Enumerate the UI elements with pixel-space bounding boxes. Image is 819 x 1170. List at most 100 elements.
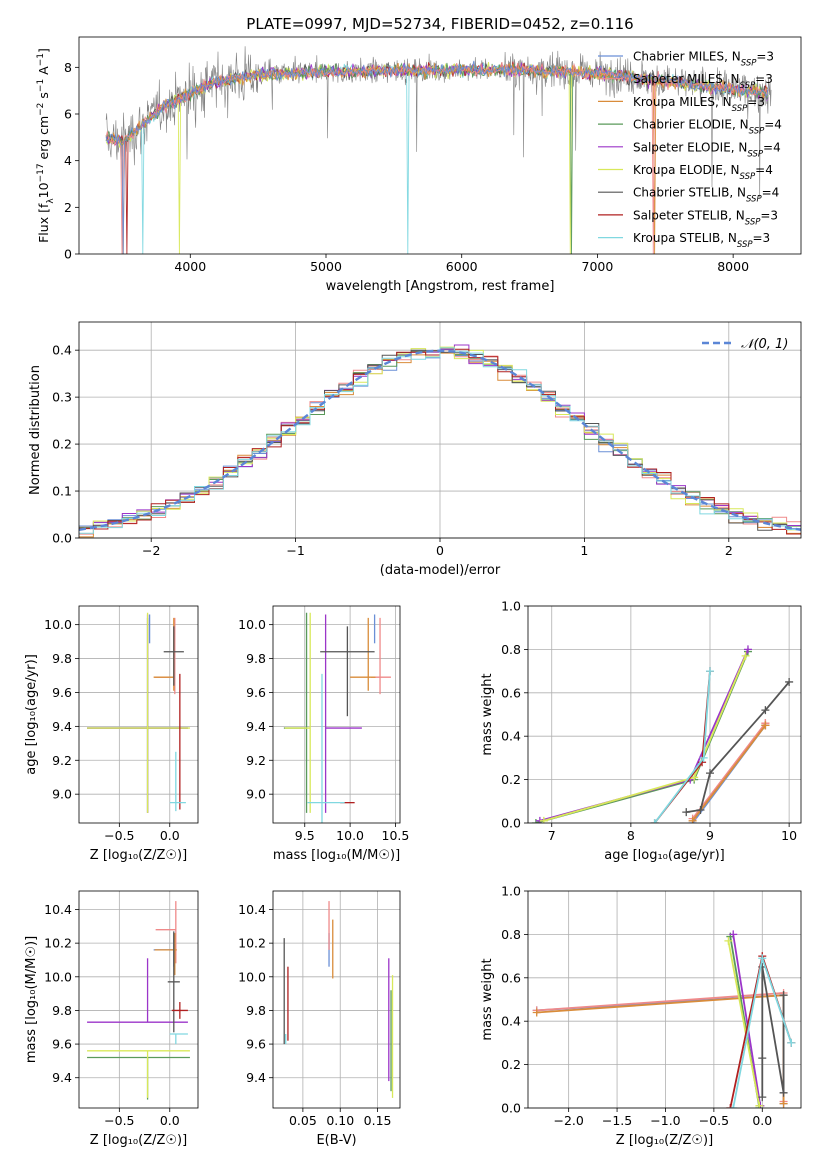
y-tick-label: 0.2 [52, 437, 72, 452]
axes-frame [78, 890, 199, 1109]
weight-line-kroupa-miles [536, 994, 785, 1104]
legend-entry: Salpeter MILES, NSSP=3 [633, 72, 773, 91]
weight-line-kroupa-stelib [653, 671, 711, 823]
grid-lines [79, 606, 198, 823]
axes-frame [527, 890, 802, 1109]
y-axis-label: mass weight [480, 958, 495, 1040]
weight-marker [706, 667, 714, 676]
weight-marker [706, 769, 714, 778]
y-tick-label: 0.2 [501, 1057, 521, 1072]
y-tick-label: 9.4 [246, 719, 266, 734]
y-tick-label: 8 [64, 60, 72, 75]
weight-marker [758, 954, 767, 963]
x-tick-label: −1.0 [650, 1113, 680, 1128]
y-tick-label: 2 [64, 200, 72, 215]
legend-text: Kroupa STELIB, N [633, 231, 737, 245]
plot-area [79, 344, 801, 538]
legend-text: Kroupa ELODIE, N [633, 163, 740, 177]
legend-entry: Chabrier MILES, NSSP=3 [633, 50, 774, 69]
legend-subscript: SSP [737, 240, 753, 250]
plot-area [283, 901, 394, 1098]
weight-marker [779, 991, 788, 1000]
y-label-part: Flux [f [36, 203, 51, 243]
y-tick-label: 0.2 [501, 772, 521, 787]
x-tick-label: 0.05 [289, 1113, 317, 1128]
weight-line-salpeter-elodie [732, 934, 762, 1106]
legend-subscript: SSP [749, 127, 765, 137]
weight-marker [726, 1104, 735, 1108]
weight-marker [755, 1101, 764, 1108]
y-tick-label: 10.0 [44, 969, 72, 984]
y-tick-label: 0.8 [501, 927, 521, 942]
weight-line-chabrier-miles [536, 994, 785, 1104]
x-tick-label: 8000 [717, 259, 749, 274]
y-tick-label: 10.4 [44, 902, 72, 917]
legend-subscript: SSP [741, 59, 757, 69]
y-axis-label: Normed distribution [28, 365, 43, 495]
y-label-part: λ [46, 198, 56, 204]
x-axis-label: Z [log₁₀(Z/Z☉)] [90, 848, 187, 863]
weight-marker [743, 645, 752, 654]
legend-subscript: SSP [746, 195, 762, 205]
weight-marker [682, 808, 691, 817]
y-label-part: s [36, 92, 51, 103]
y-tick-label: 9.8 [246, 651, 266, 666]
legend-entry: Chabrier STELIB, NSSP=4 [633, 186, 779, 205]
y-label-part: −2 [36, 103, 46, 116]
legend-subscript: SSP [745, 217, 761, 227]
legend-tail: =3 [756, 50, 774, 64]
legend-tail: =4 [762, 186, 780, 200]
y-tick-label: 9.2 [52, 753, 72, 768]
weight-marker [532, 1008, 541, 1017]
x-tick-label: 10 [781, 828, 797, 843]
legend-text: Kroupa MILES, N [633, 95, 732, 109]
x-tick-label: −0.5 [104, 828, 134, 843]
mass-vs-ebv-panel: 0.05 0.10 0.15 9.4 9.6 9.8 10.0 10.2 10.4 E(B-V) [238, 890, 401, 1148]
axes-frame [527, 605, 802, 824]
weight-marker [696, 805, 705, 814]
legend-subscript: SSP [732, 104, 748, 114]
weight-marker [761, 721, 770, 730]
y-label-part: A [36, 66, 51, 79]
plot-area [87, 901, 190, 1100]
y-axis-label: age [log₁₀(age/yr)] [24, 654, 39, 775]
y-tick-label: 0.3 [52, 390, 72, 405]
weight-vs-metallicity-panel: −2.0 −1.5 −1.0 −0.5 0.0 0.0 0.2 0.4 0.6 0.8 1.0 Z [… [480, 884, 802, 1148]
y-tick-label: 9.6 [52, 1037, 72, 1052]
x-tick-label: −2.0 [553, 1113, 583, 1128]
x-tick-label: 0.10 [326, 1113, 354, 1128]
y-axis-label: mass weight [480, 673, 495, 755]
legend-entry: 𝒩(0, 1) [741, 337, 788, 352]
y-tick-label: 9.4 [246, 1070, 266, 1085]
y-tick-label: 1.0 [501, 599, 521, 614]
weight-marker [688, 816, 697, 823]
y-tick-label: 9.0 [52, 787, 72, 802]
x-tick-label: 0.0 [160, 828, 180, 843]
x-tick-label: 9.5 [295, 828, 315, 843]
x-tick-label: 0.0 [752, 1113, 772, 1128]
plot-area [532, 930, 796, 1108]
x-tick-label: −2 [142, 543, 160, 558]
legend-tail: =3 [747, 95, 765, 109]
weight-line-salpeter-miles [691, 722, 767, 820]
legend-entry: Chabrier ELODIE, NSSP=4 [633, 118, 782, 137]
x-tick-label: 0.15 [364, 1113, 392, 1128]
x-tick-label: 10.5 [382, 828, 410, 843]
y-tick-label: 10.4 [238, 902, 266, 917]
plot-area [283, 612, 391, 823]
weight-marker [741, 651, 750, 660]
histogram-kroupa-stelib [79, 347, 801, 534]
y-tick-label: 0.6 [501, 970, 521, 985]
y-tick-label: 0.0 [52, 531, 72, 546]
y-tick-label: 9.6 [52, 685, 72, 700]
x-tick-label: −0.5 [699, 1113, 729, 1128]
y-tick-label: 0 [64, 247, 72, 262]
spectrum-panel: 4000 5000 6000 7000 8000 0 2 4 6 8 wavelength [Ang… [36, 36, 802, 294]
y-tick-label: 0.6 [501, 685, 521, 700]
weight-marker [729, 930, 738, 939]
x-tick-label: 6000 [446, 259, 478, 274]
x-axis-label: Z [log₁₀(Z/Z☉)] [90, 1133, 187, 1148]
legend-entry: Kroupa STELIB, NSSP=3 [633, 231, 770, 250]
x-tick-label: −1 [286, 543, 304, 558]
y-tick-label: 9.8 [52, 1003, 72, 1018]
